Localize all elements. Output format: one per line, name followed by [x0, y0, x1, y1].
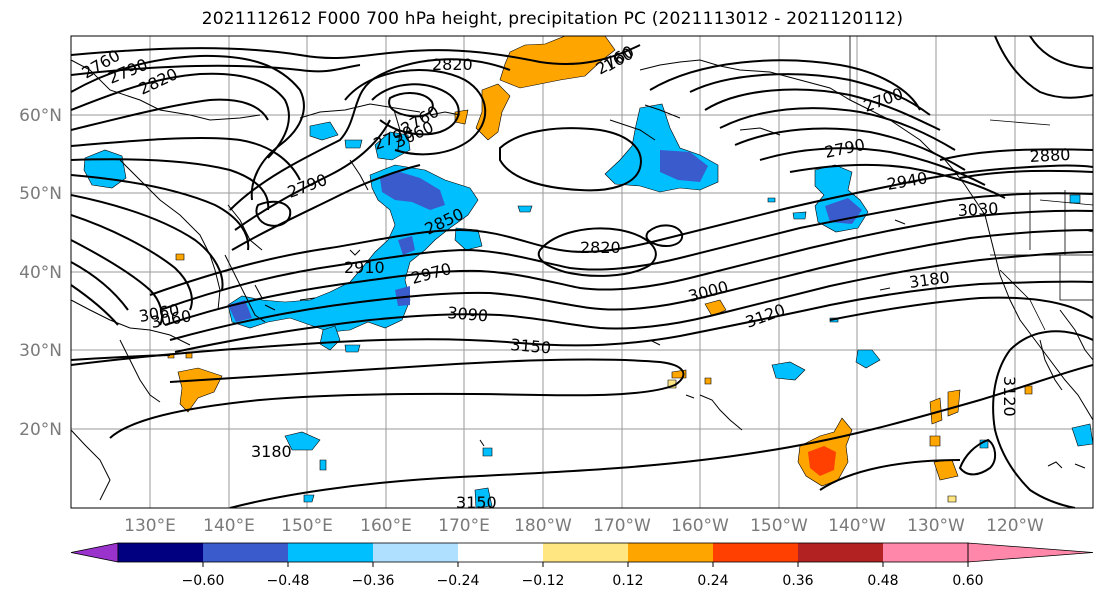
contour-label: 2820 — [432, 55, 473, 74]
contour-label: 3150 — [510, 335, 552, 357]
colorbar-right-arrow — [967, 542, 1094, 563]
lon-label: 170°E — [438, 516, 490, 536]
map-border — [70, 35, 1094, 509]
colorbar-tick-label: −0.24 — [437, 573, 480, 589]
contour-label: 3150 — [456, 493, 497, 512]
colorbar-segment — [543, 543, 628, 562]
colorbar-segment — [883, 543, 968, 562]
colorbar-segment — [798, 543, 883, 562]
colorbar-segment — [288, 543, 373, 562]
contour-label: 2880 — [1029, 145, 1071, 166]
colorbar-tick-label: −0.60 — [182, 573, 225, 589]
lon-label: 140°E — [203, 516, 255, 536]
contour-label: 2820 — [580, 238, 621, 257]
lon-label: 130°E — [124, 516, 176, 536]
lon-label: 170°W — [593, 516, 651, 536]
colorbar-tick-label: 0.12 — [612, 573, 643, 589]
colorbar-tick-label: 0.48 — [867, 573, 898, 589]
lon-label: 180°W — [514, 516, 572, 536]
colorbar-segment — [118, 543, 203, 562]
lat-label: 20°N — [19, 420, 62, 440]
lon-label: 120°W — [986, 516, 1044, 536]
colorbar-ticks — [202, 562, 969, 567]
latitude-labels: 60°N 50°N 40°N 30°N 20°N — [19, 106, 62, 440]
lat-label: 60°N — [19, 106, 62, 126]
lon-label: 160°E — [360, 516, 412, 536]
colorbar: −0.60 −0.48 −0.36 −0.24 −0.12 0.12 0.24 … — [70, 542, 1094, 589]
map-title: 2021112612 F000 700 hPa height, precipit… — [201, 9, 904, 29]
coastlines — [71, 59, 1093, 501]
height-contours — [71, 36, 1093, 508]
colorbar-segment — [713, 543, 798, 562]
longitude-labels: 130°E 140°E 150°E 160°E 170°E 180°W 170°… — [124, 516, 1044, 536]
precip-strong-positive-shading — [808, 446, 836, 476]
lat-label: 50°N — [19, 184, 62, 204]
lon-label: 130°W — [907, 516, 965, 536]
colorbar-segment — [373, 543, 458, 562]
contour-label: 3090 — [447, 303, 489, 325]
lon-label: 160°W — [671, 516, 729, 536]
lat-label: 40°N — [19, 263, 62, 283]
contour-label: 2910 — [344, 258, 385, 277]
colorbar-tick-label: −0.36 — [352, 573, 395, 589]
colorbar-segment — [458, 543, 543, 562]
colorbar-tick-label: 0.24 — [697, 573, 728, 589]
lat-label: 30°N — [19, 341, 62, 361]
lon-label: 150°E — [281, 516, 333, 536]
colorbar-tick-label: −0.12 — [522, 573, 565, 589]
colorbar-tick-label: 0.36 — [782, 573, 813, 589]
lon-label: 150°W — [750, 516, 808, 536]
colorbar-segment — [628, 543, 713, 562]
contour-label: 3030 — [957, 199, 999, 220]
colorbar-left-arrow — [70, 542, 119, 563]
contour-label: 3120 — [1000, 376, 1019, 417]
contour-label: 3180 — [251, 442, 292, 461]
lon-label: 140°W — [828, 516, 886, 536]
colorbar-tick-label: 0.60 — [952, 573, 983, 589]
colorbar-segment — [203, 543, 288, 562]
precip-strong-negative-shading — [228, 150, 862, 322]
colorbar-tick-label: −0.48 — [267, 573, 310, 589]
